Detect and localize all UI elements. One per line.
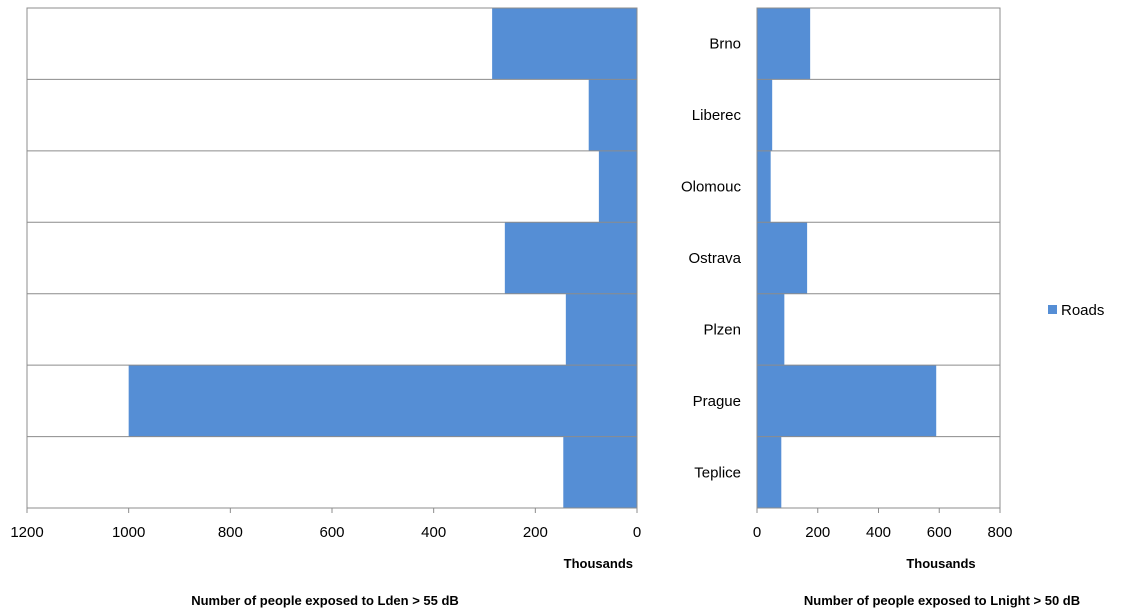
- left-axis-label: Thousands: [564, 556, 633, 571]
- x-tick-label: 1200: [10, 524, 43, 541]
- left-chart-panel: 1200 1000 800 600 400 200 0: [10, 7, 641, 541]
- category-label: Plzen: [703, 321, 741, 338]
- bar-liberec: [757, 79, 773, 151]
- x-tick-label: 600: [927, 524, 952, 541]
- x-tick-label: 400: [421, 524, 446, 541]
- bar-teplice: [563, 436, 637, 508]
- bar-olomouc: [598, 150, 637, 223]
- category-label: Liberec: [692, 107, 742, 124]
- category-label: Brno: [709, 36, 741, 53]
- bar-teplice: [757, 436, 782, 508]
- bar-olomouc: [757, 150, 771, 223]
- x-tick-label: 1000: [112, 524, 145, 541]
- legend-swatch: [1048, 305, 1057, 314]
- left-chart-title: Number of people exposed to Lden > 55 dB: [191, 593, 459, 608]
- right-axis-label: Thousands: [906, 556, 975, 571]
- x-tick-label: 0: [753, 524, 761, 541]
- category-label: Ostrava: [688, 250, 741, 267]
- bar-ostrava: [504, 222, 637, 294]
- bar-plzen: [757, 293, 785, 366]
- bar-prague: [757, 365, 937, 437]
- x-tick-label: 400: [866, 524, 891, 541]
- category-label: Teplice: [694, 464, 741, 481]
- right-chart-panel: 0 200 400 600 800 Brno Liberec Olomouc Ostrava Pl…: [681, 7, 1013, 541]
- x-tick-label: 600: [319, 524, 344, 541]
- category-label: Prague: [693, 393, 741, 410]
- x-tick-label: 800: [987, 524, 1012, 541]
- legend: Roads: [1048, 302, 1104, 319]
- legend-label: Roads: [1061, 302, 1104, 319]
- bar-ostrava: [757, 222, 808, 294]
- bar-prague: [128, 365, 637, 437]
- bar-plzen: [565, 293, 637, 366]
- x-tick-label: 200: [805, 524, 830, 541]
- category-label: Olomouc: [681, 179, 742, 196]
- bar-brno: [757, 8, 811, 80]
- x-tick-label: 0: [633, 524, 641, 541]
- bar-brno: [492, 8, 637, 80]
- bar-liberec: [588, 79, 637, 151]
- right-chart-title: Number of people exposed to Lnight > 50 …: [804, 593, 1080, 608]
- left-axis-title: Thousands: [564, 556, 633, 571]
- x-tick-label: 800: [218, 524, 243, 541]
- x-tick-label: 200: [523, 524, 548, 541]
